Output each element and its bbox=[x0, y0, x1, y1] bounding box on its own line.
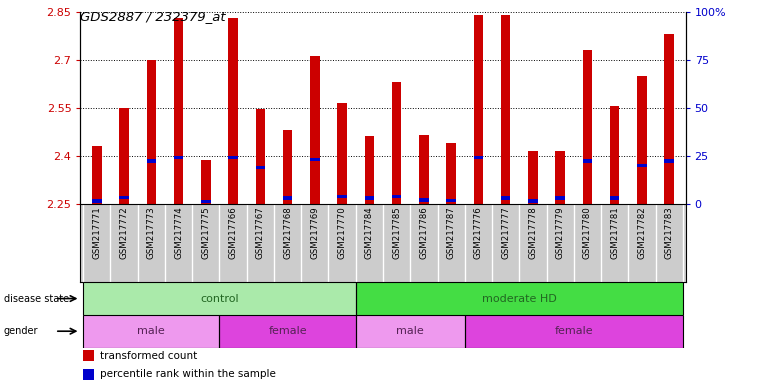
Bar bbox=[664, 159, 674, 162]
Bar bbox=[419, 135, 429, 204]
Bar bbox=[146, 159, 156, 162]
Text: GSM217777: GSM217777 bbox=[501, 206, 510, 259]
Bar bbox=[174, 156, 183, 159]
Bar bbox=[637, 164, 647, 167]
Bar bbox=[337, 195, 347, 198]
Text: GSM217778: GSM217778 bbox=[529, 206, 538, 259]
Bar bbox=[337, 103, 347, 204]
Text: GSM217781: GSM217781 bbox=[611, 206, 619, 259]
Text: GSM217780: GSM217780 bbox=[583, 206, 592, 259]
Text: female: female bbox=[268, 326, 307, 336]
Bar bbox=[83, 369, 94, 380]
Text: GSM217786: GSM217786 bbox=[420, 206, 428, 259]
Text: GSM217771: GSM217771 bbox=[92, 206, 101, 259]
Text: GSM217787: GSM217787 bbox=[447, 206, 456, 259]
Bar bbox=[83, 282, 355, 315]
Bar bbox=[83, 315, 219, 348]
Bar bbox=[174, 18, 183, 204]
Bar bbox=[392, 82, 401, 204]
Bar bbox=[447, 143, 456, 204]
Bar bbox=[555, 197, 565, 200]
Bar bbox=[583, 50, 592, 204]
Text: GSM217768: GSM217768 bbox=[283, 206, 292, 259]
Bar bbox=[92, 199, 102, 202]
Text: transformed count: transformed count bbox=[100, 351, 197, 361]
Bar bbox=[283, 130, 293, 204]
Bar bbox=[256, 109, 265, 204]
Text: male: male bbox=[137, 326, 165, 336]
Text: GSM217784: GSM217784 bbox=[365, 206, 374, 259]
Bar bbox=[501, 197, 510, 200]
Bar bbox=[83, 351, 94, 361]
Text: GSM217782: GSM217782 bbox=[637, 206, 647, 259]
Bar bbox=[637, 76, 647, 204]
Bar bbox=[528, 199, 538, 202]
Bar bbox=[310, 56, 319, 204]
Bar bbox=[83, 282, 355, 315]
Bar bbox=[465, 315, 683, 348]
Bar bbox=[528, 151, 538, 204]
Bar bbox=[610, 106, 620, 204]
Text: GSM217779: GSM217779 bbox=[555, 206, 565, 258]
Text: gender: gender bbox=[4, 326, 38, 336]
Text: control: control bbox=[200, 293, 239, 304]
Bar bbox=[119, 108, 129, 204]
Text: disease state: disease state bbox=[4, 293, 69, 304]
Bar bbox=[555, 151, 565, 204]
Bar bbox=[201, 161, 211, 204]
Bar bbox=[219, 315, 355, 348]
Bar bbox=[146, 60, 156, 204]
Text: percentile rank within the sample: percentile rank within the sample bbox=[100, 369, 276, 379]
Bar bbox=[465, 315, 683, 348]
Bar bbox=[355, 315, 465, 348]
Bar bbox=[473, 156, 483, 159]
Bar bbox=[473, 15, 483, 204]
Bar bbox=[355, 282, 683, 315]
Text: GSM217769: GSM217769 bbox=[310, 206, 319, 258]
Bar bbox=[583, 159, 592, 162]
Text: GSM217773: GSM217773 bbox=[147, 206, 155, 259]
Bar bbox=[228, 18, 238, 204]
Text: GSM217774: GSM217774 bbox=[174, 206, 183, 259]
Bar bbox=[501, 15, 510, 204]
Text: GSM217766: GSM217766 bbox=[228, 206, 237, 259]
Bar bbox=[392, 195, 401, 198]
Bar bbox=[365, 136, 374, 204]
Text: male: male bbox=[396, 326, 424, 336]
Bar bbox=[92, 146, 102, 204]
Bar bbox=[310, 158, 319, 161]
Bar bbox=[201, 200, 211, 203]
Bar bbox=[219, 315, 355, 348]
Text: GSM217775: GSM217775 bbox=[201, 206, 211, 259]
Bar bbox=[283, 197, 293, 200]
Bar bbox=[365, 197, 374, 200]
Text: GSM217776: GSM217776 bbox=[474, 206, 483, 259]
Bar bbox=[83, 315, 219, 348]
Text: GSM217770: GSM217770 bbox=[338, 206, 346, 259]
Bar bbox=[228, 156, 238, 159]
Text: female: female bbox=[555, 326, 593, 336]
Bar bbox=[447, 199, 456, 202]
Bar bbox=[610, 197, 620, 200]
Bar bbox=[256, 166, 265, 169]
Bar bbox=[664, 34, 674, 204]
Text: GSM217783: GSM217783 bbox=[665, 206, 674, 259]
Text: GSM217767: GSM217767 bbox=[256, 206, 265, 259]
Bar bbox=[355, 282, 683, 315]
Bar bbox=[419, 199, 429, 202]
Bar bbox=[119, 195, 129, 199]
Text: GSM217785: GSM217785 bbox=[392, 206, 401, 259]
Text: moderate HD: moderate HD bbox=[482, 293, 557, 304]
Text: GSM217772: GSM217772 bbox=[119, 206, 129, 259]
Bar bbox=[355, 315, 465, 348]
Text: GDS2887 / 232379_at: GDS2887 / 232379_at bbox=[80, 10, 226, 23]
